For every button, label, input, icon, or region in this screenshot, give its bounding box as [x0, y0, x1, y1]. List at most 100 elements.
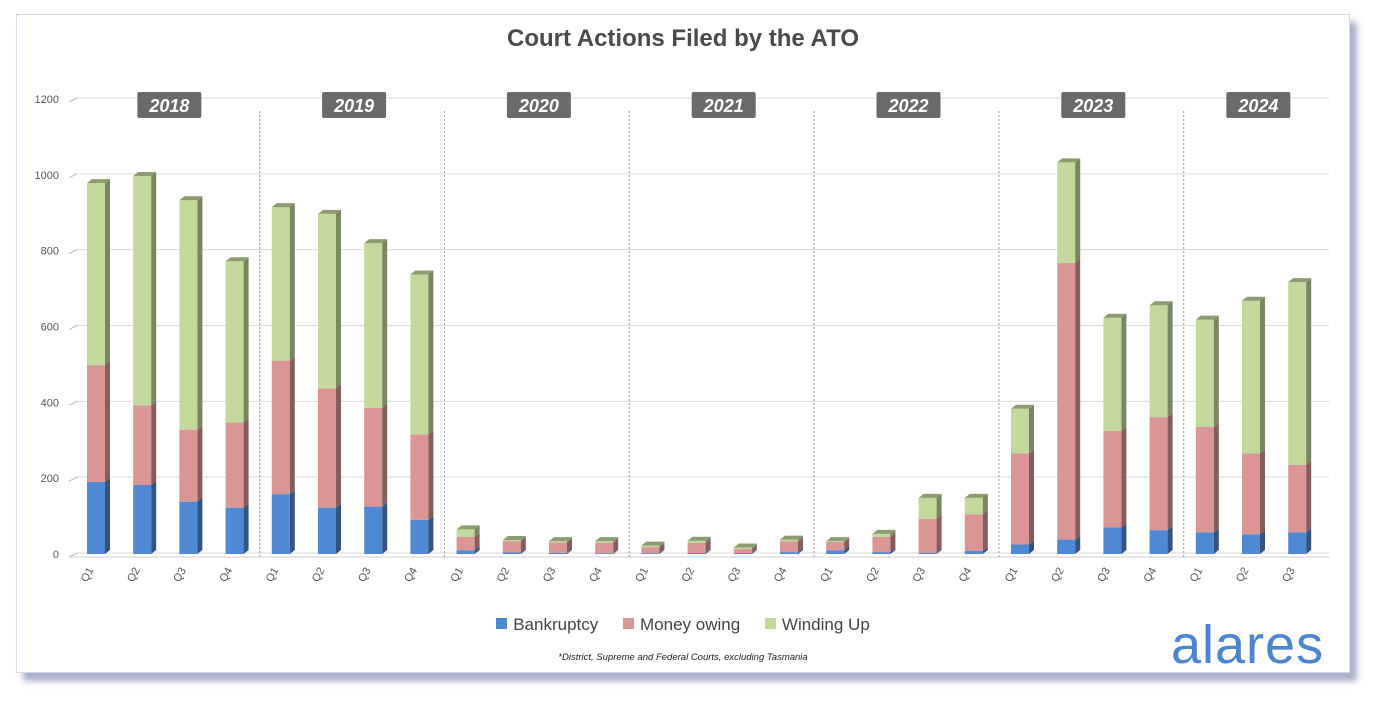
- bar-segment-side: [289, 490, 295, 554]
- bar-segment-side: [428, 430, 434, 520]
- bar-segment: [87, 481, 105, 554]
- x-tick-label: Q3: [1095, 566, 1113, 585]
- bar-segment: [595, 542, 614, 554]
- bar-top-cap: [1011, 404, 1034, 409]
- bar-segment-side: [1029, 404, 1034, 454]
- x-tick-label: Q2: [864, 566, 882, 585]
- bar-segment-side: [890, 529, 896, 537]
- bar-segment-side: [243, 418, 249, 508]
- bar-segment: [271, 494, 290, 554]
- bar-segment: [641, 553, 660, 554]
- bar-segment-side: [1306, 528, 1312, 554]
- bar-segment: [595, 541, 614, 543]
- year-label: 2020: [518, 96, 559, 116]
- legend-label-money-owing: Money owing: [640, 615, 741, 634]
- bar-segment: [179, 501, 198, 554]
- bar-segment: [502, 552, 521, 554]
- bar-segment: [1149, 417, 1168, 531]
- year-label-box: [876, 92, 941, 118]
- legend: Bankruptcy Money owing Winding Up: [17, 615, 1349, 635]
- bar-segment-side: [751, 543, 757, 550]
- x-tick-label: Q3: [910, 566, 928, 585]
- bar-segment-side: [474, 525, 480, 537]
- stacked-bar-chart: 0 200 400 600 800 1000 1200 2018 2019 2020 2021 202…: [35, 92, 1329, 585]
- x-tick-label: Q2: [310, 566, 328, 585]
- bar-segment-side: [613, 538, 619, 554]
- bar-segment-side: [336, 503, 341, 554]
- year-label-box: [506, 92, 571, 118]
- bar-segment-side: [197, 425, 203, 502]
- bar-segment: [687, 552, 706, 554]
- x-tick-label: Q2: [679, 566, 697, 585]
- bar-segment: [1011, 453, 1029, 545]
- bar-top-cap: [1242, 296, 1265, 301]
- x-tick-label: Q1: [79, 566, 97, 585]
- bar-top-cap: [964, 493, 988, 498]
- chart-title: Court Actions Filed by the ATO: [506, 25, 859, 52]
- bar-segment-side: [1121, 426, 1127, 528]
- bar-segment: [1149, 530, 1168, 554]
- gridline-tick: [68, 400, 78, 406]
- bar-segment: [1057, 539, 1076, 554]
- year-label-box: [137, 92, 202, 118]
- bar-segment-side: [659, 543, 665, 554]
- bar-segment-side: [613, 537, 619, 543]
- x-tick-label: Q3: [171, 566, 189, 585]
- bar-segment-side: [428, 515, 434, 554]
- bar-segment: [641, 545, 660, 548]
- year-label: 2022: [887, 96, 928, 116]
- gridline-tick: [68, 325, 78, 330]
- bar-segment-side: [428, 270, 434, 435]
- bar-segment: [964, 497, 983, 515]
- x-tick-label: Q4: [772, 566, 790, 585]
- bar-segment: [225, 422, 244, 508]
- gridline-tick: [68, 476, 78, 482]
- bar-segment-side: [982, 493, 988, 515]
- bar-segment: [1195, 426, 1214, 533]
- bar-segment-side: [936, 548, 942, 554]
- bar-segment-side: [844, 546, 850, 554]
- bar-segment: [641, 547, 660, 554]
- bar-segment-side: [567, 548, 572, 554]
- bar-segment-side: [1029, 449, 1034, 545]
- bar-segment-side: [798, 537, 803, 553]
- bar-segment-side: [936, 493, 942, 519]
- bar-segment: [456, 536, 475, 551]
- bar-segment: [826, 550, 845, 554]
- x-tick-label: Q3: [726, 566, 744, 585]
- bar-segment: [456, 550, 475, 554]
- bar-segment-side: [243, 257, 249, 423]
- bar-segment: [318, 388, 336, 508]
- x-tick-label: Q2: [125, 566, 143, 585]
- bar-top-cap: [318, 209, 341, 214]
- bar-segment-side: [520, 548, 526, 554]
- x-tick-label: Q4: [957, 566, 975, 585]
- bar-top-cap: [549, 537, 572, 542]
- bar-segment: [1242, 453, 1260, 535]
- legend-item-bankruptcy: Bankruptcy: [496, 615, 598, 635]
- x-tick-label: Q1: [818, 566, 836, 585]
- bar-segment: [364, 243, 383, 409]
- bar-segment: [549, 541, 567, 543]
- bar-segment: [1011, 544, 1029, 554]
- gridline-tick: [68, 173, 78, 179]
- legend-swatch-bankruptcy: [496, 618, 508, 630]
- bar-top-cap: [456, 525, 480, 530]
- bar-segment: [826, 541, 845, 542]
- y-tick-label: 800: [41, 246, 59, 258]
- gridline-tick: [68, 552, 78, 558]
- bar-segment-side: [705, 548, 711, 554]
- year-label-box: [322, 92, 387, 118]
- bar-segment: [687, 543, 706, 553]
- bar-segment: [549, 552, 567, 554]
- bar-segment: [456, 529, 475, 537]
- bar-segment: [179, 200, 198, 430]
- bar-segment: [1195, 319, 1214, 427]
- bar-segment-side: [336, 209, 341, 389]
- bar-segment: [271, 360, 290, 495]
- bar-segment: [733, 552, 752, 554]
- bar-segment-side: [382, 404, 388, 507]
- bar-segment: [1288, 464, 1307, 533]
- bar-segment: [364, 506, 383, 554]
- bar-segment: [1242, 534, 1260, 554]
